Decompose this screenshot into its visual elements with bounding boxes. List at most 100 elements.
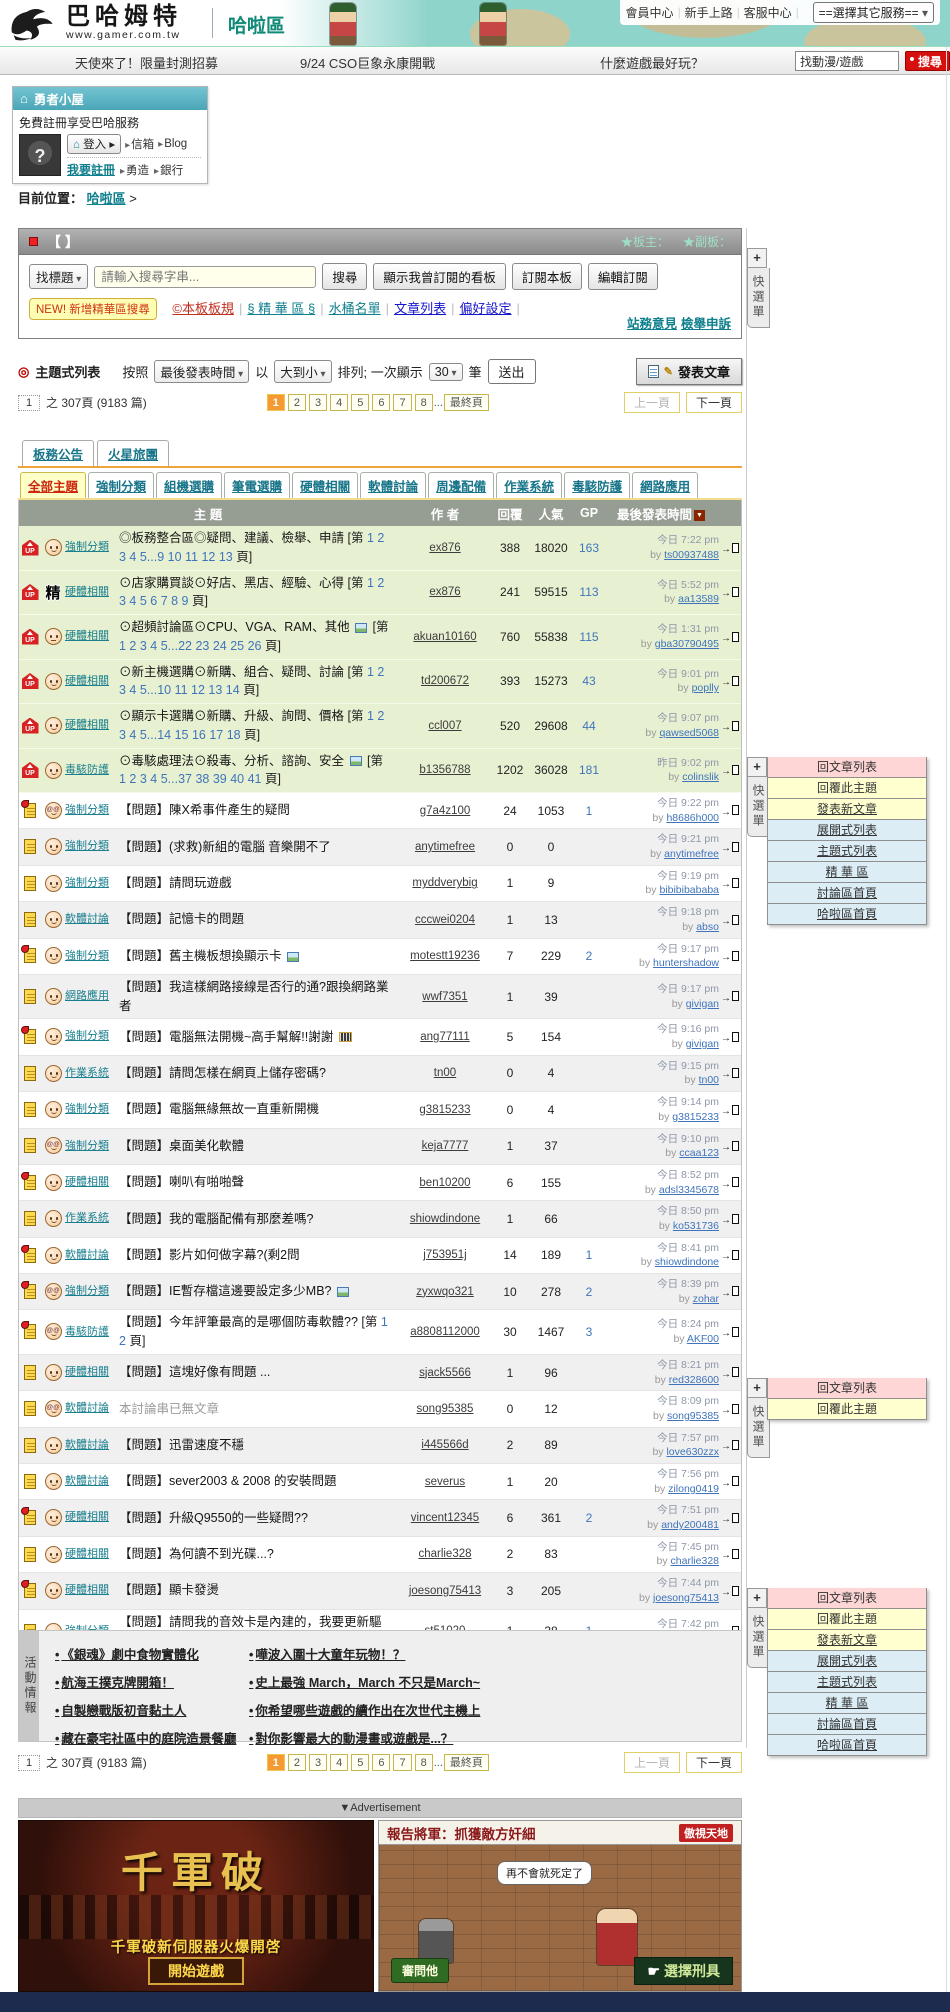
jump-to-last-icon[interactable]: → — [719, 1473, 741, 1491]
jump-to-last-icon[interactable]: → — [719, 802, 741, 820]
quick-menu-item[interactable]: 討論區首頁 — [767, 883, 927, 904]
category-link[interactable]: 軟體討論 — [65, 1402, 109, 1415]
quick-menu-expand-button[interactable]: + — [747, 757, 767, 777]
topic-title[interactable]: 【問題】影片如何做字幕?(剩2問 — [119, 1247, 300, 1262]
gp-count[interactable]: 1 — [585, 803, 593, 818]
last-poster-link[interactable]: abso — [696, 920, 719, 933]
author-link[interactable]: vincent12345 — [410, 1512, 480, 1525]
category-link[interactable]: 強制分類 — [65, 541, 109, 554]
topic-page-numbers[interactable]: 1 2 3 4 5...14 15 16 17 18 — [119, 709, 385, 742]
category-link[interactable]: 強制分類 — [65, 1103, 109, 1116]
category-tab[interactable]: 毒駭防護 — [564, 472, 631, 498]
category-link[interactable]: 硬體相關 — [65, 1175, 109, 1188]
quick-menu-tab[interactable]: 快選單 — [747, 268, 770, 328]
topic-title[interactable]: ◎板務整合區◎疑問、建議、檢舉、申請 — [119, 531, 345, 545]
author-link[interactable]: ang77111 — [420, 1031, 470, 1044]
header-last-post[interactable]: 最後發表時間 ▼ — [603, 504, 719, 523]
category-link[interactable]: 強制分類 — [65, 1139, 109, 1152]
category-link[interactable]: 軟體討論 — [65, 913, 109, 926]
board-tab[interactable]: 火星旅團 — [97, 440, 170, 466]
board-link[interactable]: 偏好設定 — [459, 301, 512, 316]
topic-title[interactable]: 【問題】喇叭有啪啪聲 — [119, 1175, 245, 1190]
author-link[interactable]: zyxwqo321 — [416, 1285, 474, 1298]
jump-to-last-icon[interactable]: → — [719, 1509, 741, 1527]
gp-count[interactable]: 2 — [585, 1511, 593, 1526]
topic-title[interactable]: 【問題】為何讀不到光碟...? — [119, 1547, 274, 1562]
last-poster-link[interactable]: colinslik — [682, 771, 719, 784]
last-poster-link[interactable]: qawsed5068 — [659, 726, 719, 739]
board-admin-link[interactable]: 站務意見 — [626, 317, 677, 331]
top-nav-link[interactable]: 客服中心 — [743, 5, 792, 20]
last-poster-link[interactable]: gba30790495 — [654, 637, 719, 650]
ad-choose-tool-button[interactable]: ☛ 選擇刑具 — [634, 1957, 733, 1985]
category-link[interactable]: 軟體討論 — [65, 1475, 109, 1488]
category-link[interactable]: 硬體相關 — [65, 1365, 109, 1378]
gp-count[interactable]: 181 — [578, 763, 600, 778]
gp-count[interactable]: 163 — [578, 540, 600, 555]
next-page-button[interactable]: 下一頁 — [685, 1752, 742, 1773]
page-button[interactable]: 1 — [266, 1754, 285, 1771]
last-poster-link[interactable]: anytimefree — [664, 848, 719, 861]
author-link[interactable]: cccwei0204 — [414, 913, 476, 926]
quick-menu-tab[interactable]: 快選單 — [747, 1608, 770, 1668]
author-link[interactable]: b1356788 — [419, 764, 471, 777]
activity-link[interactable]: 自製戀戰版初音黏土人 — [55, 1700, 741, 1719]
last-poster-link[interactable]: aa13589 — [678, 593, 719, 606]
jump-to-last-icon[interactable]: → — [719, 1064, 741, 1082]
author-link[interactable]: shiowdindone — [409, 1212, 481, 1225]
last-poster-link[interactable]: love630zzx — [666, 1446, 719, 1459]
top-nav-link[interactable]: 新手上路 — [684, 5, 733, 20]
board-link[interactable]: 水桶名單 — [328, 301, 381, 316]
author-link[interactable]: ben10200 — [419, 1176, 471, 1189]
site-search-button[interactable]: 搜尋 — [905, 51, 950, 71]
quick-menu-item[interactable]: 展開式列表 — [767, 1651, 927, 1672]
category-link[interactable]: 軟體討論 — [65, 1248, 109, 1261]
jump-to-last-icon[interactable]: → — [719, 838, 741, 856]
category-link[interactable]: 強制分類 — [65, 949, 109, 962]
quick-menu-item[interactable]: 回文章列表 — [767, 1588, 927, 1609]
sort-order-select[interactable]: 大到小 — [274, 360, 332, 383]
topic-page-links[interactable]: [第 1 2 頁] — [119, 1315, 388, 1349]
board-search-input[interactable] — [94, 265, 317, 288]
sort-field-select[interactable]: 最後發表時間 — [154, 360, 250, 383]
jump-to-last-icon[interactable]: → — [719, 947, 741, 965]
activity-link[interactable]: 航海王撲克牌開箱！ — [55, 1672, 741, 1691]
ad-banner-left[interactable]: 千軍破 千軍破新伺服器火爆開啓 開始遊戲 — [18, 1820, 374, 1992]
category-tab[interactable]: 軟體討論 — [360, 472, 427, 498]
author-link[interactable]: sjack5566 — [419, 1366, 471, 1379]
topic-page-numbers[interactable]: 1 2 3 4 5...9 10 11 12 13 — [119, 531, 385, 564]
quick-menu-item[interactable]: 回覆此主題 — [767, 1399, 927, 1420]
category-link[interactable]: 作業系統 — [65, 1066, 109, 1079]
author-link[interactable]: i445566d — [421, 1439, 469, 1452]
search-scope-select[interactable]: 找標題 — [29, 264, 89, 289]
gp-count[interactable]: 43 — [582, 674, 596, 689]
ad-interrogate-button[interactable]: 審問他 — [391, 1958, 450, 1983]
gp-count[interactable]: 113 — [579, 585, 599, 600]
category-tab[interactable]: 筆電選購 — [224, 472, 291, 498]
topic-title[interactable]: 【問題】請問怎樣在網頁上儲存密碼? — [119, 1066, 326, 1081]
topic-title[interactable]: 【問題】顯卡發燙 — [119, 1583, 220, 1598]
board-link[interactable]: 文章列表 — [394, 301, 447, 316]
topic-page-numbers[interactable]: 1 2 3 4 5...22 23 24 25 26 — [119, 638, 262, 653]
last-poster-link[interactable]: ko531736 — [672, 1219, 719, 1232]
jump-to-last-icon[interactable]: → — [719, 1174, 741, 1192]
ticker-headline[interactable]: 9/24 CSO巨象永康開戰 — [300, 56, 436, 71]
topic-title[interactable]: 【問題】舊主機板想換顯示卡 — [119, 948, 282, 963]
quick-menu-item[interactable]: 主題式列表 — [767, 841, 927, 862]
topic-title[interactable]: ⊙毒駭處理法⊙殺毒、分析、諮詢、安全 — [119, 753, 345, 768]
page-button[interactable]: 2 — [287, 394, 306, 411]
activity-link[interactable]: 《銀魂》劇中食物實體化 — [55, 1644, 741, 1663]
category-link[interactable]: 硬體相關 — [65, 719, 109, 732]
category-link[interactable]: 毒駭防護 — [65, 763, 109, 776]
author-link[interactable]: akuan10160 — [413, 630, 477, 643]
last-poster-link[interactable]: givigan — [685, 997, 719, 1010]
page-button[interactable]: 7 — [393, 394, 412, 411]
author-link[interactable]: g7a4z100 — [419, 804, 471, 817]
jump-to-last-icon[interactable]: → — [719, 1101, 741, 1119]
topic-page-links[interactable]: [第 1 2 3 4 5...22 23 24 25 26 頁] — [119, 620, 389, 653]
last-poster-link[interactable]: adsl3345678 — [658, 1183, 719, 1196]
jump-to-last-icon[interactable]: → — [719, 1364, 741, 1382]
category-tab[interactable]: 網路應用 — [632, 472, 699, 498]
breadcrumb-link[interactable]: 哈啦區 — [86, 191, 126, 206]
topic-title[interactable]: 【問題】這塊好像有問題 ... — [119, 1365, 271, 1380]
